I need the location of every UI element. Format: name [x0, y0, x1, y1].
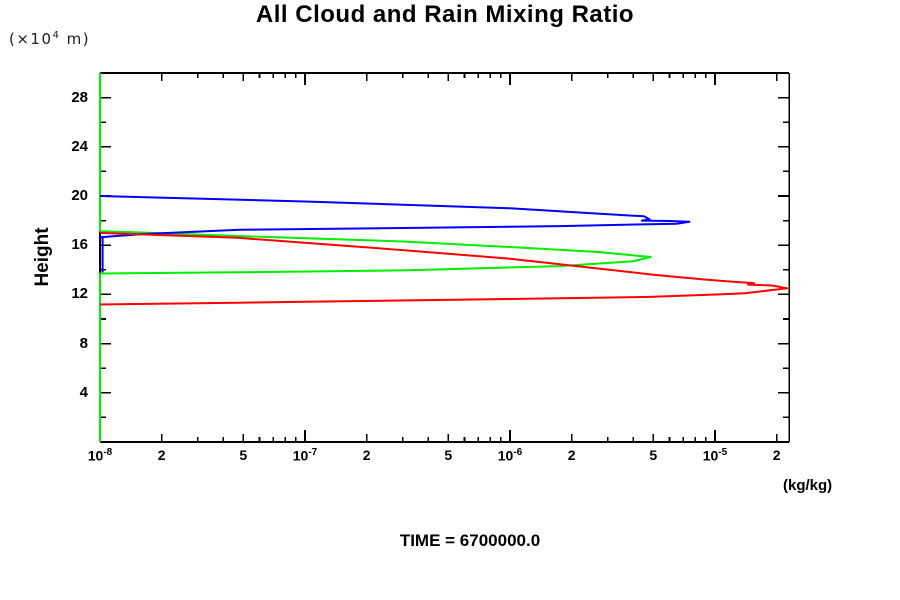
- x-tick-label: 5: [649, 447, 658, 463]
- y-axis-unit-exponent: 4: [52, 30, 61, 41]
- time-annotation: TIME = 6700000.0: [399, 531, 541, 550]
- x-tick-label: 2: [362, 447, 371, 463]
- plot-frame: [99, 72, 791, 443]
- series-line-red-profile: [99, 231, 789, 306]
- y-tick-label: 24: [71, 137, 88, 155]
- x-tick-label: 10-6: [497, 447, 523, 464]
- y-tick-label: 12: [71, 285, 88, 303]
- y-tick-label: 4: [79, 383, 88, 401]
- x-tick-label: 5: [444, 447, 453, 463]
- series-line-green-profile: [99, 73, 652, 442]
- x-tick-label: 10-5: [702, 447, 728, 464]
- x-axis-ticks: [99, 73, 778, 442]
- series-green-profile: [99, 73, 652, 442]
- x-tick-label: 10-8: [87, 447, 113, 464]
- y-tick-label: 20: [71, 187, 88, 204]
- y-axis-unit-label: (×104 m): [9, 30, 90, 48]
- x-tick-label: 10-7: [292, 447, 318, 464]
- chart-title: All Cloud and Rain Mixing Ratio: [255, 1, 635, 28]
- y-tick-label: 16: [71, 236, 88, 254]
- x-tick-label: 5: [239, 447, 248, 463]
- y-axis-unit-suffix: m): [60, 30, 91, 48]
- x-tick-label: 2: [772, 447, 781, 463]
- x-tick-label: 2: [567, 447, 576, 463]
- x-axis-unit-label: (kg/kg): [783, 477, 833, 494]
- series-line-blue-profile: [99, 195, 691, 273]
- x-tick-label: 2: [157, 447, 166, 463]
- series-blue-profile: [99, 195, 691, 273]
- y-axis-ticks: [100, 96, 790, 419]
- y-tick-label: 8: [79, 334, 88, 352]
- series-red-profile: [99, 231, 789, 306]
- y-axis-unit-prefix: (×10: [9, 30, 53, 48]
- y-tick-label: 28: [71, 88, 88, 106]
